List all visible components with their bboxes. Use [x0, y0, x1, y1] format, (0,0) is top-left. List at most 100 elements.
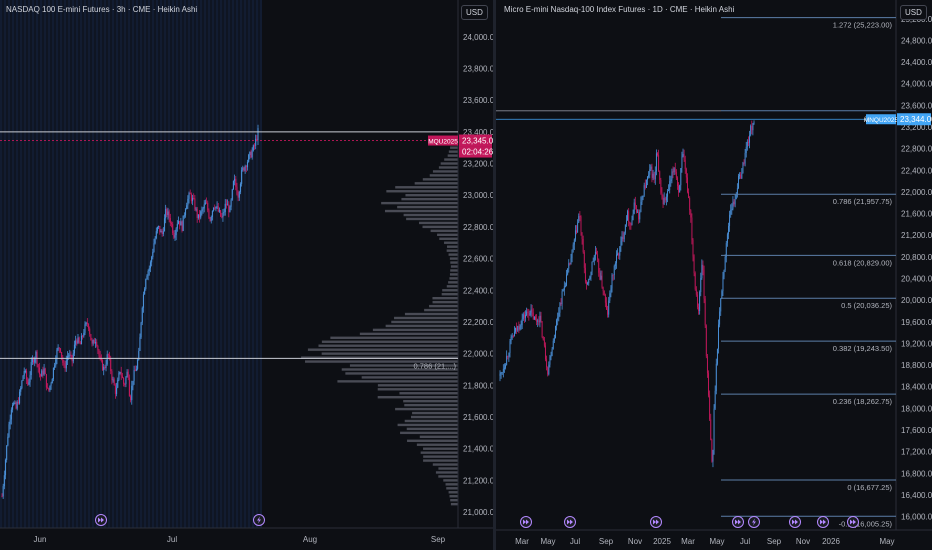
session-stripe [256, 0, 258, 528]
candle-body [117, 379, 119, 388]
candle-body [663, 198, 665, 205]
volume-profile-bar [438, 467, 458, 470]
candle-body [706, 356, 708, 374]
volume-profile-bar [420, 451, 458, 454]
fast-forward-icon [564, 516, 576, 528]
candle-body [4, 459, 7, 476]
fib-level-label: 0.618 (20,829.00) [833, 258, 893, 267]
volume-profile-bar [386, 190, 458, 193]
session-stripe [180, 0, 182, 528]
candle-body [559, 303, 561, 313]
candle-body [716, 348, 718, 364]
candle-body [553, 337, 555, 341]
candle-body [635, 205, 637, 213]
candle-body [48, 387, 50, 391]
candle-body [545, 345, 546, 360]
candle-body [253, 145, 256, 147]
candle-body [724, 256, 726, 271]
volume-profile-bar [407, 439, 458, 442]
candle-body [105, 364, 107, 368]
pane-divider[interactable] [493, 0, 496, 550]
candle-body [518, 325, 520, 330]
session-stripe [216, 0, 218, 528]
candle-body [2, 486, 4, 497]
candle-body [144, 288, 146, 295]
session-stripe [184, 0, 186, 528]
volume-profile-bar [449, 257, 458, 260]
volume-profile-bar [446, 487, 458, 490]
candle-body [15, 402, 17, 409]
candle-body [633, 202, 635, 214]
y-tick-label: 23,000.00 [463, 191, 493, 200]
chart-canvas-left[interactable]: 24,000.00 23,800.00 23,600.00 23,400.00 23,2… [0, 0, 493, 550]
y-tick-label: 23,200.00 [901, 123, 932, 132]
x-tick-label: Sep [767, 537, 782, 546]
candle-body [166, 209, 168, 216]
session-stripe [196, 0, 198, 528]
y-tick-label: 17,200.00 [901, 448, 932, 457]
candle-body [709, 395, 711, 420]
currency-button-right[interactable]: USD [900, 5, 927, 20]
volume-profile-bar [438, 166, 458, 169]
y-tick-label: 21,000.00 [463, 508, 493, 517]
volume-profile-bar [419, 221, 458, 225]
candle-body [688, 191, 690, 198]
candle-body [579, 216, 581, 218]
session-stripe [244, 0, 246, 528]
candle-body [148, 268, 150, 271]
candle-body [700, 278, 702, 293]
candle-body [173, 233, 175, 238]
candle-body [256, 138, 258, 140]
candle-body [637, 211, 638, 213]
candle-body [80, 335, 83, 345]
candle-body [175, 228, 177, 236]
candle-body [658, 155, 660, 172]
chart-pane-mnq-1d[interactable]: 25,200.0024,800.0024,400.0024,000.0023,6… [496, 0, 932, 550]
y-tick-label: 22,400.00 [463, 286, 493, 295]
candle-body [163, 218, 166, 232]
candle-body [599, 272, 601, 280]
candle-body [211, 210, 213, 217]
candle-body [213, 207, 215, 211]
candle-body [510, 336, 512, 342]
volume-profile-bar [372, 328, 458, 332]
candle-body [719, 311, 721, 325]
volume-profile-bar [448, 150, 458, 153]
candle-body [694, 273, 696, 290]
candle-body [705, 325, 707, 357]
candle-body [532, 312, 534, 320]
candle-body [194, 198, 196, 210]
candle-body [644, 185, 646, 188]
session-stripe [252, 0, 254, 528]
candle-body [241, 170, 243, 184]
volume-profile-bar [318, 344, 458, 347]
candle-body [519, 327, 521, 330]
candle-body [87, 323, 90, 329]
volume-profile-bar [301, 356, 458, 359]
chart-canvas-right[interactable]: 25,200.0024,800.0024,400.0024,000.0023,6… [496, 0, 932, 550]
volume-profile-bar [422, 225, 458, 229]
volume-profile-bar [443, 479, 458, 482]
candle-body [712, 449, 714, 462]
candle-body [569, 263, 571, 265]
candle-body [107, 354, 109, 356]
candle-body [527, 311, 529, 314]
candle-body [750, 126, 752, 136]
volume-profile-bar [406, 217, 458, 221]
candle-body [168, 211, 170, 219]
session-stripe [200, 0, 202, 528]
currency-button-left[interactable]: USD [461, 5, 488, 20]
session-stripe [132, 0, 134, 528]
candle-body [618, 253, 620, 256]
candle-body [61, 352, 63, 358]
chart-pane-nq-3h[interactable]: 24,000.00 23,800.00 23,600.00 23,400.00 23,2… [0, 0, 493, 550]
candle-body [580, 216, 582, 233]
candle-body [661, 192, 663, 197]
volume-profile-bar [447, 154, 458, 157]
candle-body [710, 419, 712, 440]
candle-body [621, 236, 623, 242]
candle-body [234, 178, 236, 182]
candle-body [619, 246, 621, 256]
candle-body [155, 231, 157, 239]
volume-profile-bar [395, 407, 458, 411]
